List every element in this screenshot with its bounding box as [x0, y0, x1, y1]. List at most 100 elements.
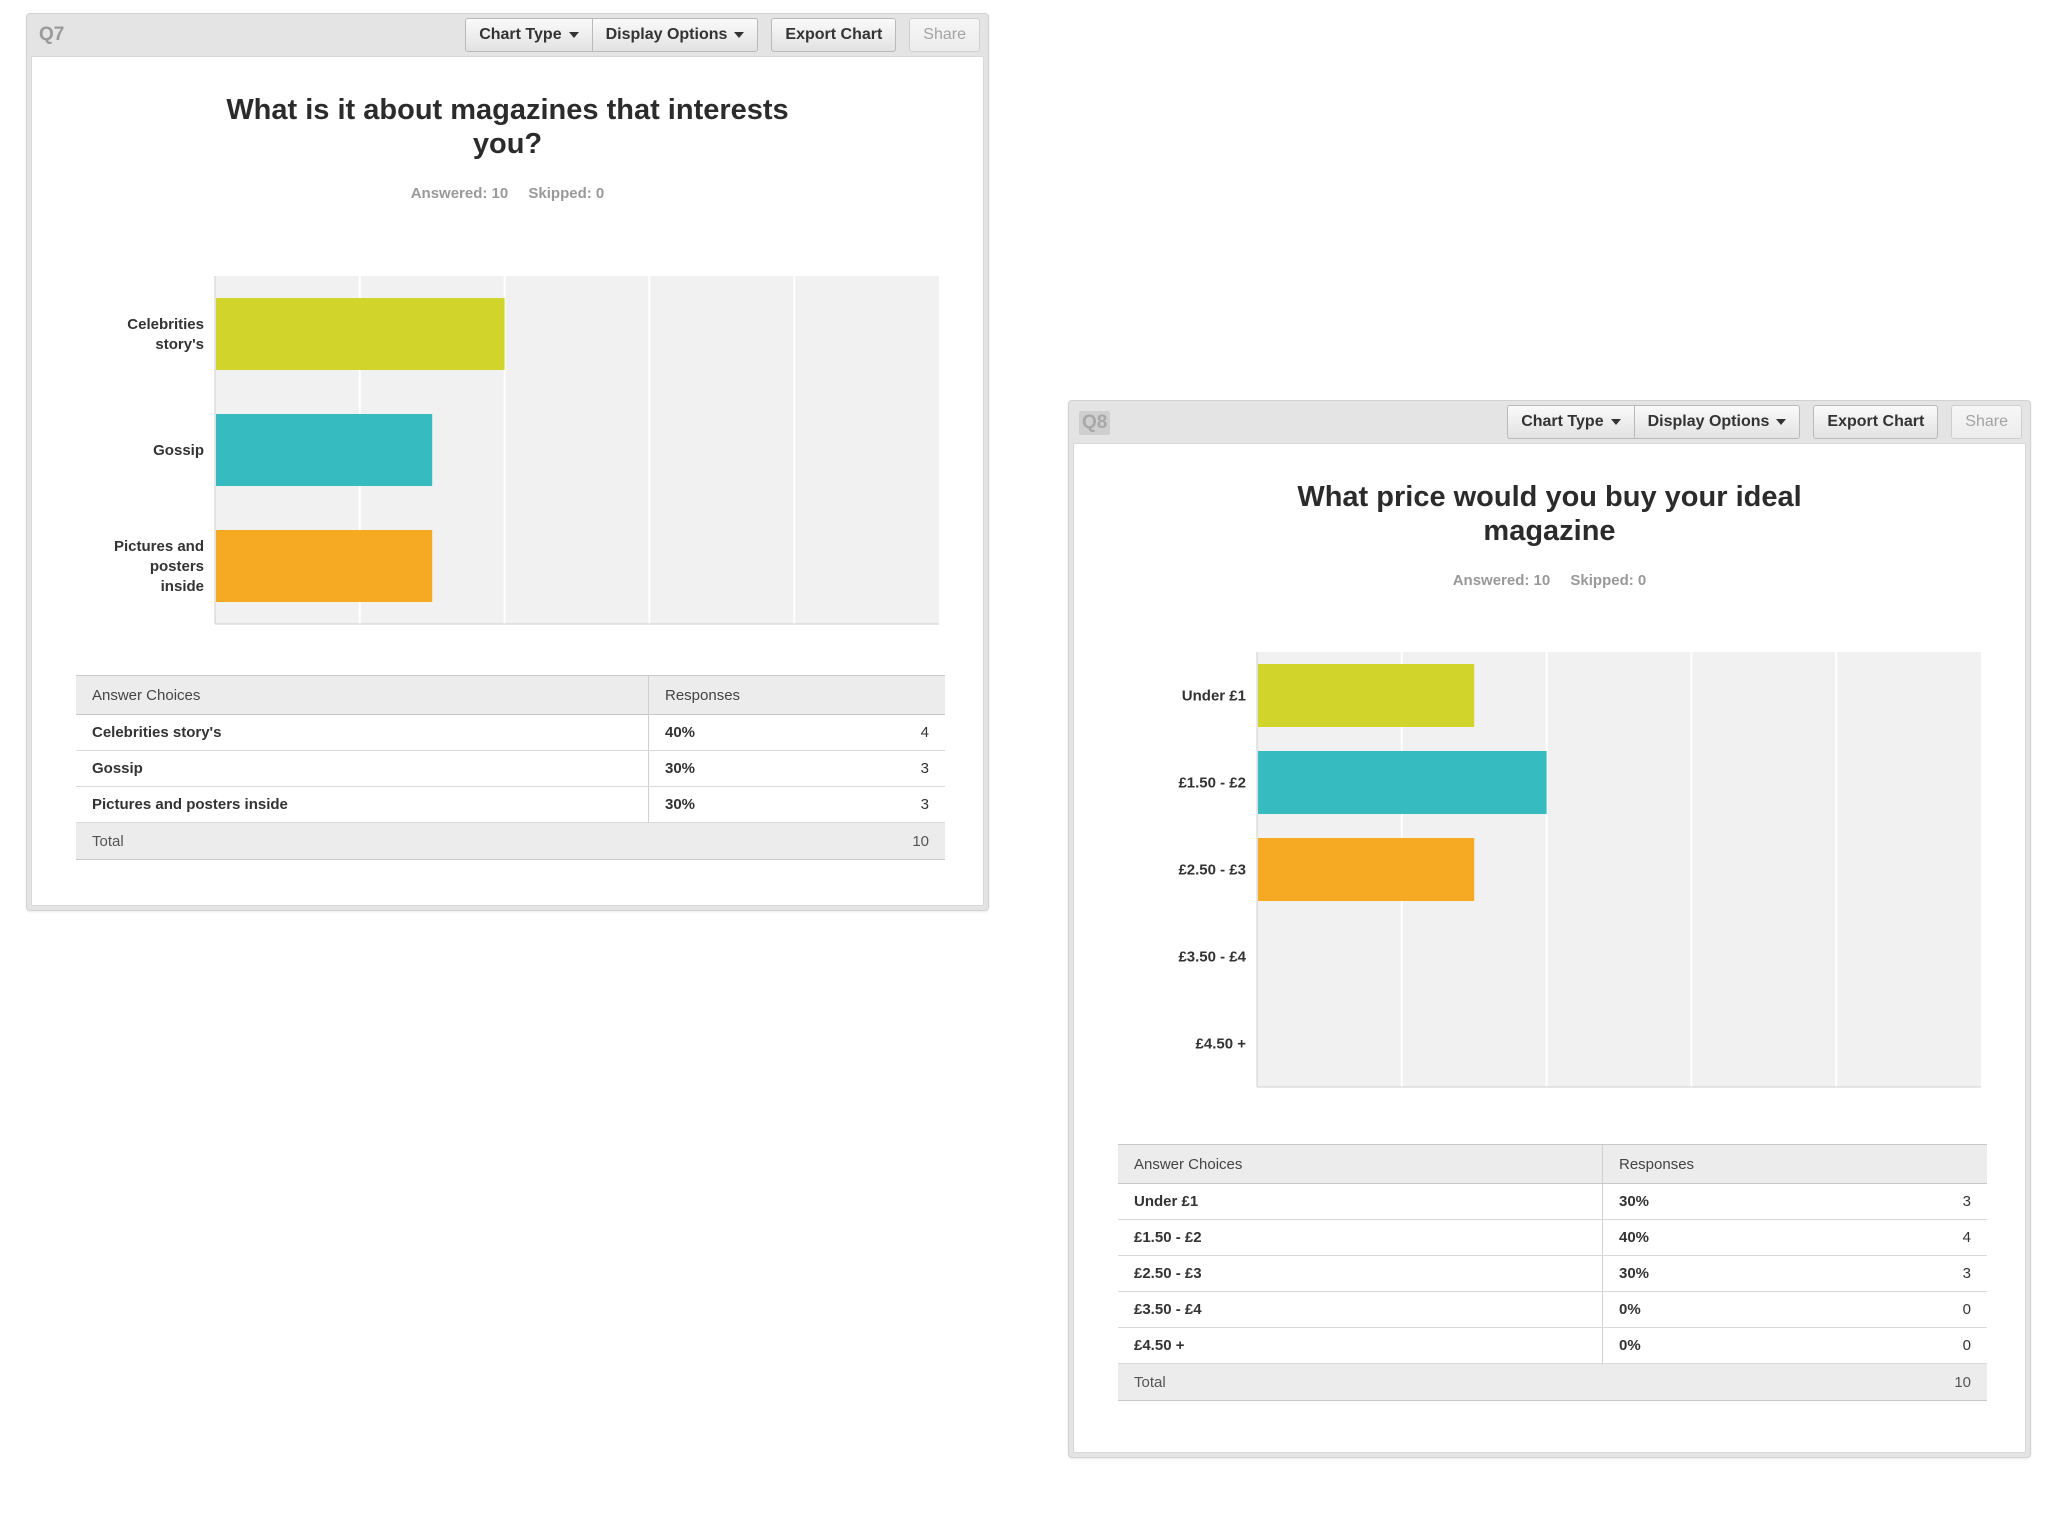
q8-col-responses: Responses	[1602, 1144, 1987, 1184]
q7-number: Q7	[39, 24, 65, 45]
bar[interactable]	[216, 298, 505, 370]
q7-skipped: Skipped: 0	[528, 185, 605, 202]
category-label: Under £1	[1182, 688, 1246, 705]
caret-down-icon	[1776, 419, 1787, 425]
q7-col-answer-choices: Answer Choices	[76, 675, 649, 715]
q8-title-line2: magazine	[1483, 515, 1616, 547]
q7-share-button[interactable]: Share	[909, 18, 980, 52]
row-choice: Celebrities story's	[76, 714, 649, 751]
q8-skipped: Skipped: 0	[1570, 572, 1647, 589]
row-count: 0	[1818, 1291, 1987, 1328]
table-row: Under £1 30% 3	[1118, 1183, 1987, 1220]
q7-export-chart-button[interactable]: Export Chart	[771, 18, 897, 52]
q8-toolbar: Chart Type Display Options Export Chart …	[1507, 405, 2022, 439]
bar[interactable]	[1258, 664, 1475, 727]
row-percent: 30%	[1601, 1183, 1819, 1220]
category-label: £3.50 - £4	[1178, 949, 1246, 966]
q7-header: Q7 Chart Type Display Options Export Cha…	[27, 14, 988, 56]
table-row: £3.50 - £4 0% 0	[1118, 1291, 1987, 1328]
q7-answered: Answered: 10	[410, 185, 509, 202]
q7-title-line1: What is it about magazines that interest…	[226, 94, 789, 126]
category-label: Pictures and posters inside	[114, 538, 204, 595]
row-count: 3	[815, 750, 945, 787]
q7-toolbar: Chart Type Display Options Export Chart …	[465, 18, 980, 52]
q8-header: Q8 Chart Type Display Options Export Cha…	[1069, 401, 2030, 443]
q7-body: What is it about magazines that interest…	[31, 56, 984, 906]
row-count: 4	[815, 714, 945, 751]
q8-export-chart-button[interactable]: Export Chart	[1813, 405, 1939, 439]
q8-panel: Q8 Chart Type Display Options Export Cha…	[1068, 400, 2031, 1458]
bar[interactable]	[1258, 838, 1475, 901]
row-percent: 0%	[1601, 1327, 1819, 1364]
row-count: 3	[1818, 1255, 1987, 1292]
table-row: Celebrities story's 40% 4	[76, 714, 945, 751]
q8-display-options-button[interactable]: Display Options	[1633, 405, 1801, 439]
table-row: £2.50 - £3 30% 3	[1118, 1255, 1987, 1292]
total-label: Total	[76, 822, 816, 860]
category-label: Celebrities story's	[127, 316, 204, 353]
row-percent: 0%	[1601, 1291, 1819, 1328]
row-count: 0	[1818, 1327, 1987, 1364]
q8-display-options-label: Display Options	[1647, 413, 1770, 430]
row-choice: £4.50 +	[1118, 1327, 1603, 1364]
q8-share-button[interactable]: Share	[1951, 405, 2022, 439]
row-choice: Pictures and posters inside	[76, 786, 649, 823]
row-percent: 30%	[648, 750, 816, 787]
q7-title-line2: you?	[472, 128, 543, 160]
row-percent: 40%	[648, 714, 816, 751]
q7-panel: Q7 Chart Type Display Options Export Cha…	[26, 13, 989, 911]
q8-col-answer-choices: Answer Choices	[1118, 1144, 1603, 1184]
bar[interactable]	[216, 530, 433, 602]
caret-down-icon	[734, 32, 745, 38]
q7-title: What is it about magazines that interest…	[32, 93, 983, 161]
row-percent: 40%	[1601, 1219, 1819, 1256]
q7-display-options-button[interactable]: Display Options	[591, 18, 759, 52]
row-count: 3	[815, 786, 945, 823]
bar[interactable]	[1258, 751, 1547, 814]
total-label: Total	[1118, 1363, 1819, 1401]
q8-chart-type-button[interactable]: Chart Type	[1507, 405, 1634, 439]
row-choice: Under £1	[1118, 1183, 1603, 1220]
row-choice: £1.50 - £2	[1118, 1219, 1603, 1256]
category-label: £2.50 - £3	[1178, 862, 1246, 879]
q7-chart-type-button[interactable]: Chart Type	[465, 18, 592, 52]
q8-title-line1: What price would you buy your ideal	[1297, 481, 1802, 513]
table-row: £4.50 + 0% 0	[1118, 1327, 1987, 1364]
total-count: 10	[1818, 1363, 1987, 1401]
row-count: 4	[1818, 1219, 1987, 1256]
row-percent: 30%	[1601, 1255, 1819, 1292]
row-choice: £3.50 - £4	[1118, 1291, 1603, 1328]
table-row: Pictures and posters inside 30% 3	[76, 786, 945, 823]
q8-table-header: Answer Choices Responses	[1118, 1144, 1987, 1184]
table-total-row: Total 10	[76, 822, 945, 860]
caret-down-icon	[1610, 419, 1621, 425]
total-count: 10	[815, 822, 945, 860]
q8-body: What price would you buy your ideal maga…	[1073, 443, 2026, 1453]
q8-meta: Answered: 10 Skipped: 0	[1074, 572, 2025, 589]
category-label: £4.50 +	[1196, 1036, 1247, 1053]
q7-meta: Answered: 10 Skipped: 0	[32, 185, 983, 202]
q8-bar-chart: 0%20%40%60%80%100%Under £1£1.50 - £2£2.5…	[1178, 652, 1981, 1088]
q7-bar-chart: 0%20%40%60%80%100%Celebritiesstory'sGoss…	[114, 276, 939, 625]
caret-down-icon	[568, 32, 579, 38]
row-count: 3	[1818, 1183, 1987, 1220]
row-percent: 30%	[648, 786, 816, 823]
table-row: £1.50 - £2 40% 4	[1118, 1219, 1987, 1256]
table-row: Gossip 30% 3	[76, 750, 945, 787]
row-choice: Gossip	[76, 750, 649, 787]
q7-response-table: Answer Choices Responses Celebrities sto…	[76, 675, 945, 860]
bar[interactable]	[216, 414, 433, 486]
q7-display-options-label: Display Options	[605, 26, 728, 43]
category-label: £1.50 - £2	[1178, 775, 1246, 792]
category-label: Gossip	[153, 442, 204, 459]
table-total-row: Total 10	[1118, 1363, 1987, 1401]
q8-response-table: Answer Choices Responses Under £1 30% 3 …	[1118, 1144, 1987, 1401]
q7-table-header: Answer Choices Responses	[76, 675, 945, 715]
row-choice: £2.50 - £3	[1118, 1255, 1603, 1292]
q7-chart-type-label: Chart Type	[479, 26, 562, 43]
q8-title: What price would you buy your ideal maga…	[1074, 480, 2025, 548]
q8-answered: Answered: 10	[1452, 572, 1551, 589]
q8-chart-type-label: Chart Type	[1521, 413, 1604, 430]
q7-col-responses: Responses	[648, 675, 945, 715]
q8-number: Q8	[1079, 411, 1111, 435]
